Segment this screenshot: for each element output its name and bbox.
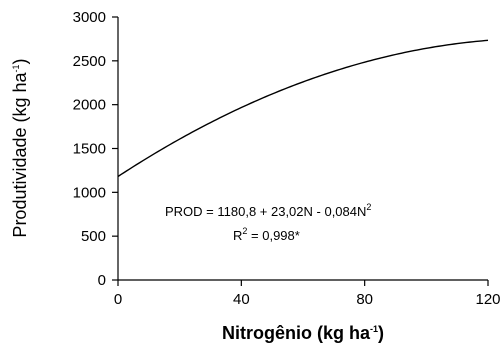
r-squared-label: R2 = 0,998* [233, 226, 300, 243]
x-tick-label: 80 [356, 291, 373, 308]
x-tick-label: 40 [233, 291, 250, 308]
y-tick-label: 2500 [73, 53, 106, 70]
y-tick-label: 2000 [73, 97, 106, 114]
x-tick-label: 0 [114, 291, 122, 308]
y-tick-label: 500 [81, 228, 106, 245]
y-axis-title: Produtividade (kg ha-1) [10, 58, 30, 237]
x-axis-title: Nitrogênio (kg ha-1) [222, 323, 384, 343]
equation-label: PROD = 1180,8 + 23,02N - 0,084N2 [165, 202, 371, 219]
x-ticks: 0 40 80 120 [114, 280, 501, 308]
x-tick-label: 120 [475, 291, 500, 308]
y-ticks: 0 500 1000 1500 2000 2500 3000 [73, 9, 118, 289]
series-line [117, 39, 489, 178]
y-tick-label: 3000 [73, 9, 106, 26]
y-tick-label: 1000 [73, 184, 106, 201]
y-tick-label: 1500 [73, 141, 106, 158]
y-tick-label: 0 [98, 272, 106, 289]
